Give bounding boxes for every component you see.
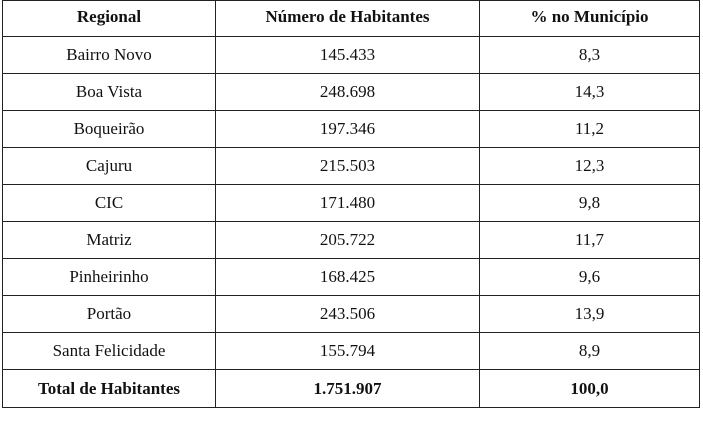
cell-percent: 13,9 [479,295,700,333]
cell-percent: 9,6 [479,258,700,296]
header-percent: % no Município [479,0,700,37]
population-table: Regional Número de Habitantes % no Munic… [2,0,700,408]
cell-habitantes: 205.722 [215,221,480,259]
table-row: CIC 171.480 9,8 [2,184,700,222]
header-habitantes: Número de Habitantes [215,0,480,37]
cell-regional: Boa Vista [2,73,216,111]
cell-habitantes: 168.425 [215,258,480,296]
table-row: Boqueirão 197.346 11,2 [2,110,700,148]
total-habitantes: 1.751.907 [215,369,480,408]
cell-habitantes: 197.346 [215,110,480,148]
header-regional: Regional [2,0,216,37]
table-row: Cajuru 215.503 12,3 [2,147,700,185]
cell-habitantes: 155.794 [215,332,480,370]
cell-habitantes: 215.503 [215,147,480,185]
table-row: Santa Felicidade 155.794 8,9 [2,332,700,370]
cell-percent: 9,8 [479,184,700,222]
table-row: Portão 243.506 13,9 [2,295,700,333]
cell-regional: Portão [2,295,216,333]
total-percent: 100,0 [479,369,700,408]
table-row: Boa Vista 248.698 14,3 [2,73,700,111]
cell-regional: Pinheirinho [2,258,216,296]
table-row: Matriz 205.722 11,7 [2,221,700,259]
total-row: Total de Habitantes 1.751.907 100,0 [2,369,700,408]
cell-percent: 11,2 [479,110,700,148]
cell-percent: 8,9 [479,332,700,370]
table-row: Pinheirinho 168.425 9,6 [2,258,700,296]
cell-habitantes: 145.433 [215,36,480,74]
cell-regional: Bairro Novo [2,36,216,74]
cell-regional: CIC [2,184,216,222]
cell-percent: 11,7 [479,221,700,259]
cell-regional: Boqueirão [2,110,216,148]
cell-habitantes: 171.480 [215,184,480,222]
cell-regional: Matriz [2,221,216,259]
cell-percent: 14,3 [479,73,700,111]
cell-percent: 8,3 [479,36,700,74]
cell-regional: Cajuru [2,147,216,185]
table-row: Bairro Novo 145.433 8,3 [2,36,700,74]
cell-habitantes: 243.506 [215,295,480,333]
header-row: Regional Número de Habitantes % no Munic… [2,0,700,37]
total-label: Total de Habitantes [2,369,216,408]
cell-habitantes: 248.698 [215,73,480,111]
population-table-container: Regional Número de Habitantes % no Munic… [2,0,700,408]
cell-regional: Santa Felicidade [2,332,216,370]
cell-percent: 12,3 [479,147,700,185]
